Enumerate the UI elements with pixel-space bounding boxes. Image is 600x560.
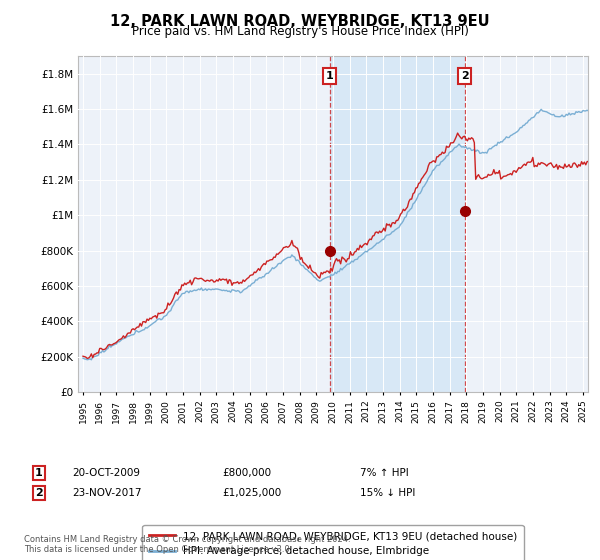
Text: 7% ↑ HPI: 7% ↑ HPI — [360, 468, 409, 478]
Text: 12, PARK LAWN ROAD, WEYBRIDGE, KT13 9EU: 12, PARK LAWN ROAD, WEYBRIDGE, KT13 9EU — [110, 14, 490, 29]
Text: 23-NOV-2017: 23-NOV-2017 — [72, 488, 142, 498]
Text: £800,000: £800,000 — [222, 468, 271, 478]
Text: Contains HM Land Registry data © Crown copyright and database right 2024.
This d: Contains HM Land Registry data © Crown c… — [24, 535, 350, 554]
Text: £1,025,000: £1,025,000 — [222, 488, 281, 498]
Text: Price paid vs. HM Land Registry's House Price Index (HPI): Price paid vs. HM Land Registry's House … — [131, 25, 469, 38]
Text: 2: 2 — [35, 488, 43, 498]
Text: 2: 2 — [461, 71, 469, 81]
Text: 15% ↓ HPI: 15% ↓ HPI — [360, 488, 415, 498]
Bar — [329, 56, 464, 392]
Text: 1: 1 — [35, 468, 43, 478]
Text: 20-OCT-2009: 20-OCT-2009 — [72, 468, 140, 478]
Text: 1: 1 — [326, 71, 334, 81]
Legend: 12, PARK LAWN ROAD, WEYBRIDGE, KT13 9EU (detached house), HPI: Average price, de: 12, PARK LAWN ROAD, WEYBRIDGE, KT13 9EU … — [142, 525, 524, 560]
